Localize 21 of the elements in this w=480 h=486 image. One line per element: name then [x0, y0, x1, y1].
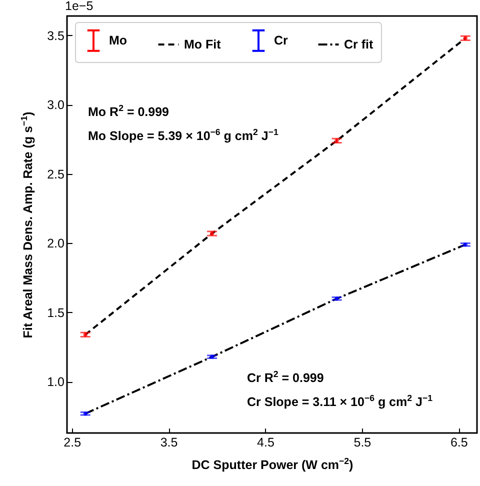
annotation: Cr Slope = 3.11 × 10$^{−6}$ g cm$^{2}$ J$^{−1}$ [247, 393, 433, 409]
y-tick-label: 1.5 [47, 306, 65, 320]
x-tick-label: 4.5 [257, 436, 274, 450]
x-tick-label: 2.5 [64, 436, 82, 450]
legend-label: Mo [109, 34, 128, 48]
annotation: Mo R$^{2}$ = 0.999 [88, 103, 170, 119]
legend-label: Cr fit [344, 38, 374, 52]
y-tick-label: 3.0 [47, 98, 65, 112]
legend-label: Cr [274, 34, 288, 48]
x-tick-label: 5.5 [354, 436, 372, 450]
y-tick-label: 1.0 [47, 375, 65, 390]
x-tick-label: 3.5 [160, 436, 178, 450]
x-tick-label: 6.5 [450, 436, 468, 450]
x-axis-title: DC Sputter Power (W cm$^{−2}$) [192, 456, 354, 472]
legend-label: Mo Fit [184, 38, 222, 52]
y-tick-label: 3.5 [47, 28, 65, 43]
y-tick-label: 2.5 [47, 167, 65, 182]
annotation: Mo Slope = 5.39 × 10$^{−6}$ g cm$^{2}$ J$^{−1}$ [88, 127, 278, 143]
text: 1e−5 [65, 0, 94, 13]
y-tick-label: 2.0 [47, 236, 65, 251]
annotation: Cr R$^{2}$ = 0.999 [247, 369, 324, 385]
